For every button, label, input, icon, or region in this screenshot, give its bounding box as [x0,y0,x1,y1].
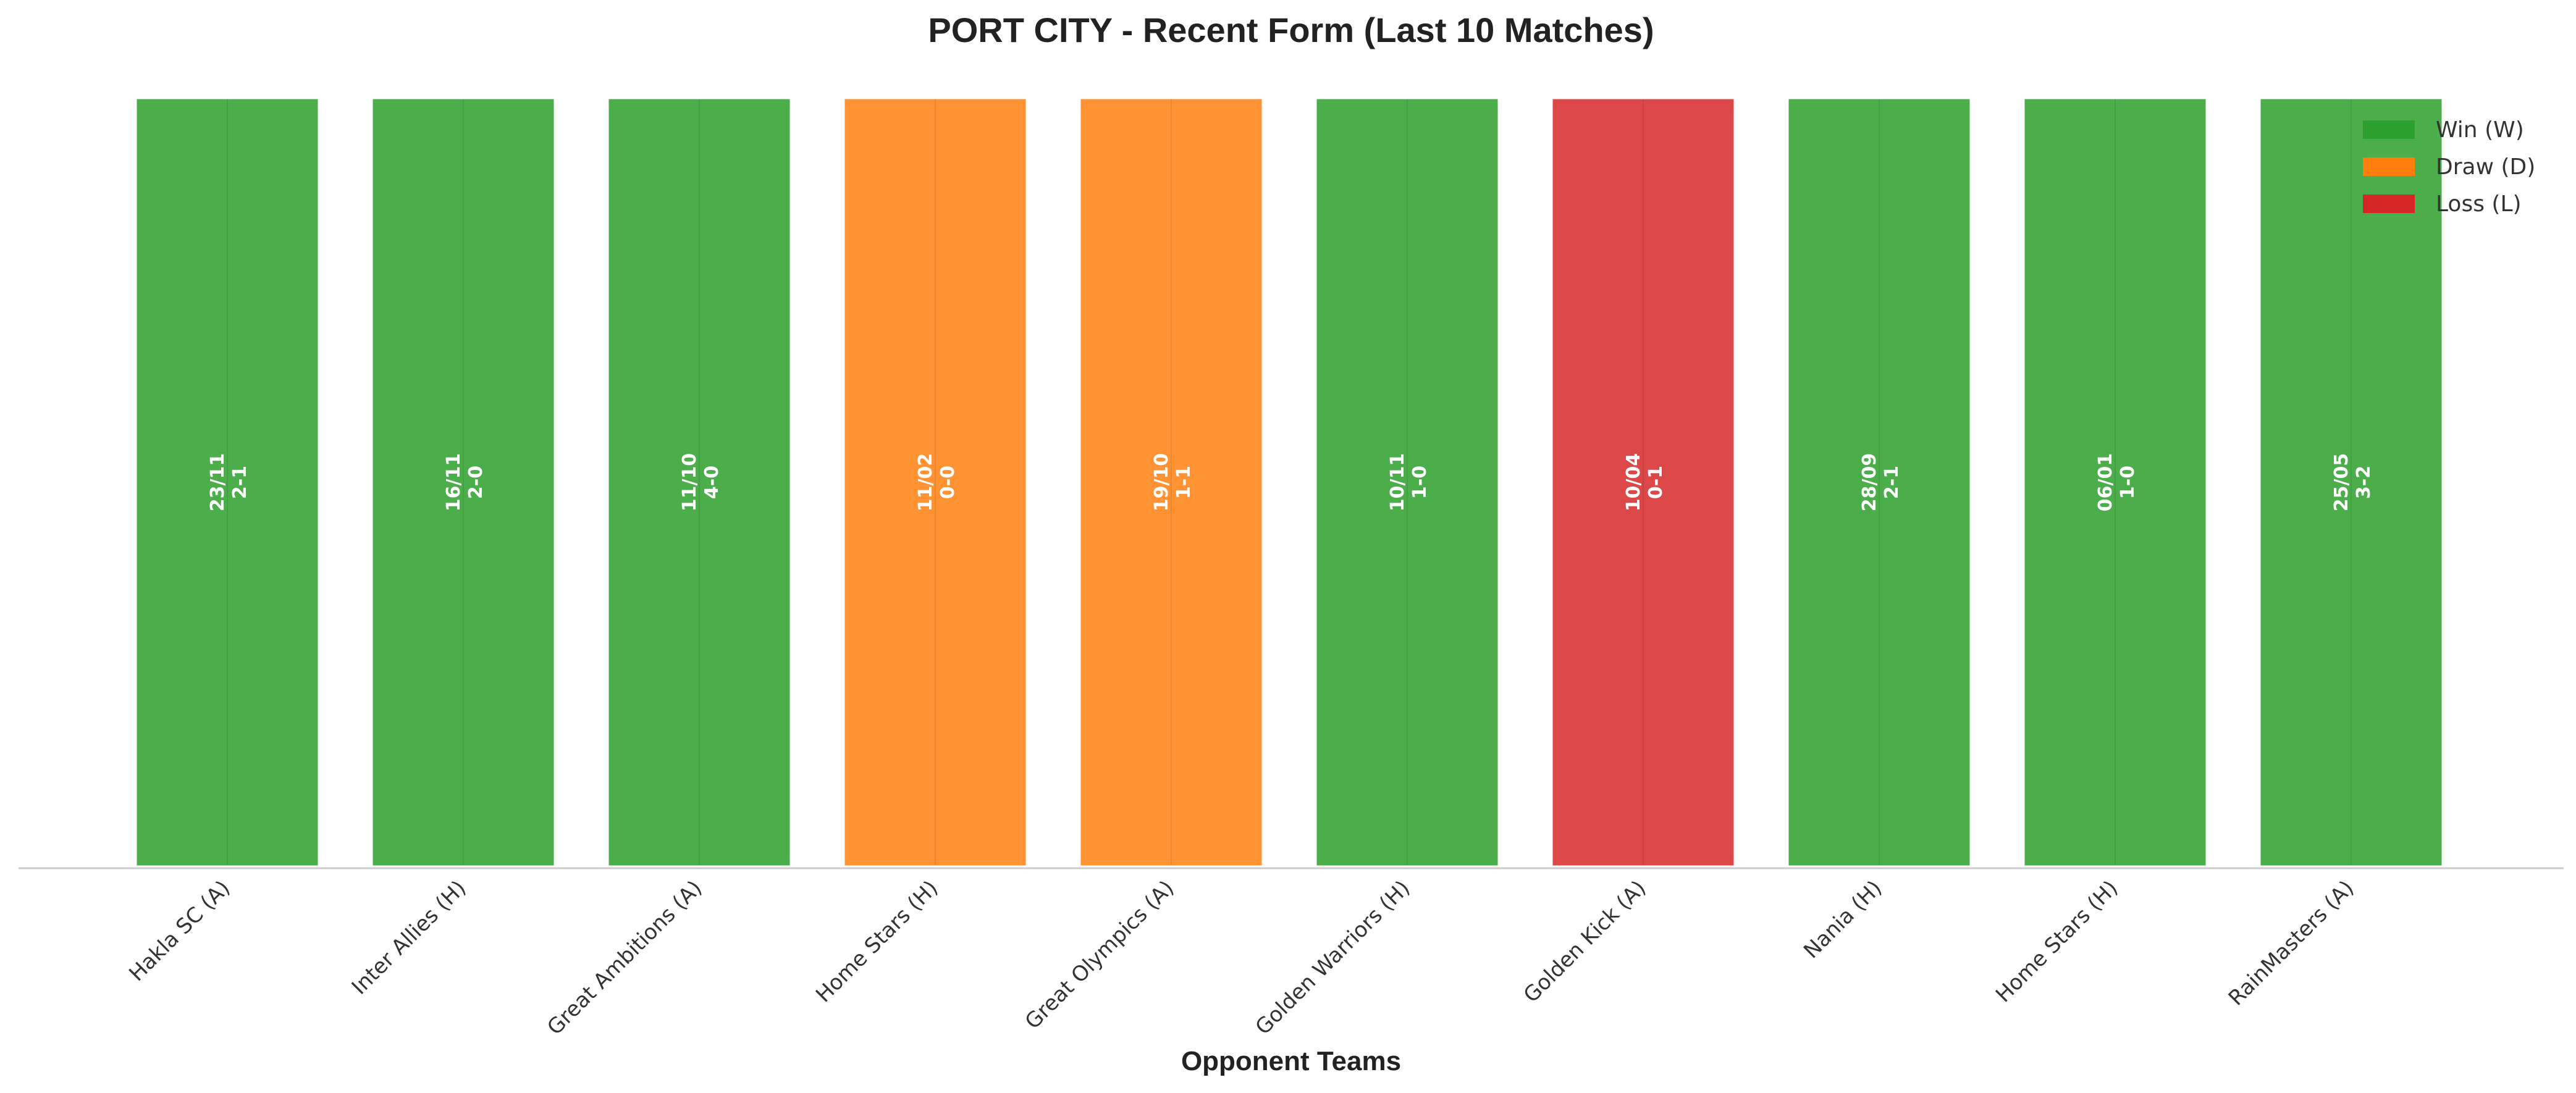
bar-10 [2257,96,2445,869]
bar-score-10: 3-2 [2353,466,2375,499]
legend-swatch-d [2363,157,2415,176]
x-tick-label-6: Golden Warriors (H) [1251,876,1415,1040]
bar-label-5: 19/101-1 [1151,453,1195,511]
x-tick-label-2: Inter Allies (H) [347,876,471,1000]
bar-label-7: 10/040-1 [1623,453,1667,511]
bar-date-7: 10/04 [1623,453,1644,511]
bar-4 [841,96,1029,869]
bar-9 [2021,96,2209,869]
bar-date-5: 19/10 [1151,453,1172,511]
x-tick-labels: Hakla SC (A) Inter Allies (H) Great Ambiti… [124,876,2359,1040]
bar-8 [1785,96,1973,869]
bar-score-7: 0-1 [1645,466,1667,499]
x-axis-label: Opponent Teams [1181,1046,1401,1076]
chart-title: PORT CITY - Recent Form (Last 10 Matches… [928,10,1654,49]
bar-date-4: 11/02 [915,453,937,511]
bar-1 [133,96,321,869]
bar-3 [605,96,793,869]
x-tick-label-3: Great Ambitions (A) [542,876,707,1040]
bar-2 [369,96,557,869]
bar-date-2: 16/11 [443,453,465,511]
x-tick-label-4: Home Stars (H) [811,876,943,1007]
x-tick-label-5: Great Olympics (A) [1021,876,1179,1034]
bar-date-8: 28/09 [1859,453,1880,511]
x-tick-label-7: Golden Kick (A) [1519,876,1651,1008]
bar-date-1: 23/11 [207,453,229,511]
bar-5 [1077,96,1265,869]
bar-label-9: 06/011-0 [2095,453,2139,511]
bar-score-9: 1-0 [2117,466,2139,499]
legend: Win (W) Draw (D) Loss (L) [2363,117,2535,217]
bar-label-10: 25/053-2 [2331,453,2375,511]
bar-score-3: 4-0 [701,466,723,499]
x-tick-label-9: Home Stars (H) [1991,876,2123,1007]
bar-7 [1549,96,1737,869]
bar-score-4: 0-0 [937,466,959,499]
bar-date-6: 10/11 [1387,453,1408,511]
bar-label-1: 23/112-1 [207,453,251,511]
x-tick-label-8: Nania (H) [1799,876,1887,963]
bar-score-5: 1-1 [1173,466,1195,499]
bar-date-10: 25/05 [2331,453,2352,511]
bar-score-1: 2-1 [229,466,251,499]
x-tick-label-10: RainMasters (A) [2224,876,2359,1011]
bar-date-3: 11/10 [679,453,701,511]
bar-label-2: 16/112-0 [443,453,487,511]
bar-score-6: 1-0 [1409,466,1431,499]
bar-label-3: 11/104-0 [679,453,723,511]
bar-label-6: 10/111-0 [1387,453,1431,511]
bar-date-9: 06/01 [2095,453,2116,511]
legend-label-d: Draw (D) [2436,154,2535,180]
legend-label-w: Win (W) [2436,117,2524,143]
legend-label-l: Loss (L) [2436,191,2522,217]
legend-swatch-w [2363,120,2415,139]
bar-label-4: 11/020-0 [915,453,959,511]
bar-score-8: 2-1 [1881,466,1903,499]
bar-6 [1313,96,1501,869]
bar-score-2: 2-0 [465,466,487,499]
x-tick-label-1: Hakla SC (A) [124,876,235,986]
legend-swatch-l [2363,195,2415,213]
bar-label-8: 28/092-1 [1859,453,1903,511]
bars-group: 23/112-1 16/112-0 11/104-0 11/020-0 19/101-1… [133,96,2445,869]
